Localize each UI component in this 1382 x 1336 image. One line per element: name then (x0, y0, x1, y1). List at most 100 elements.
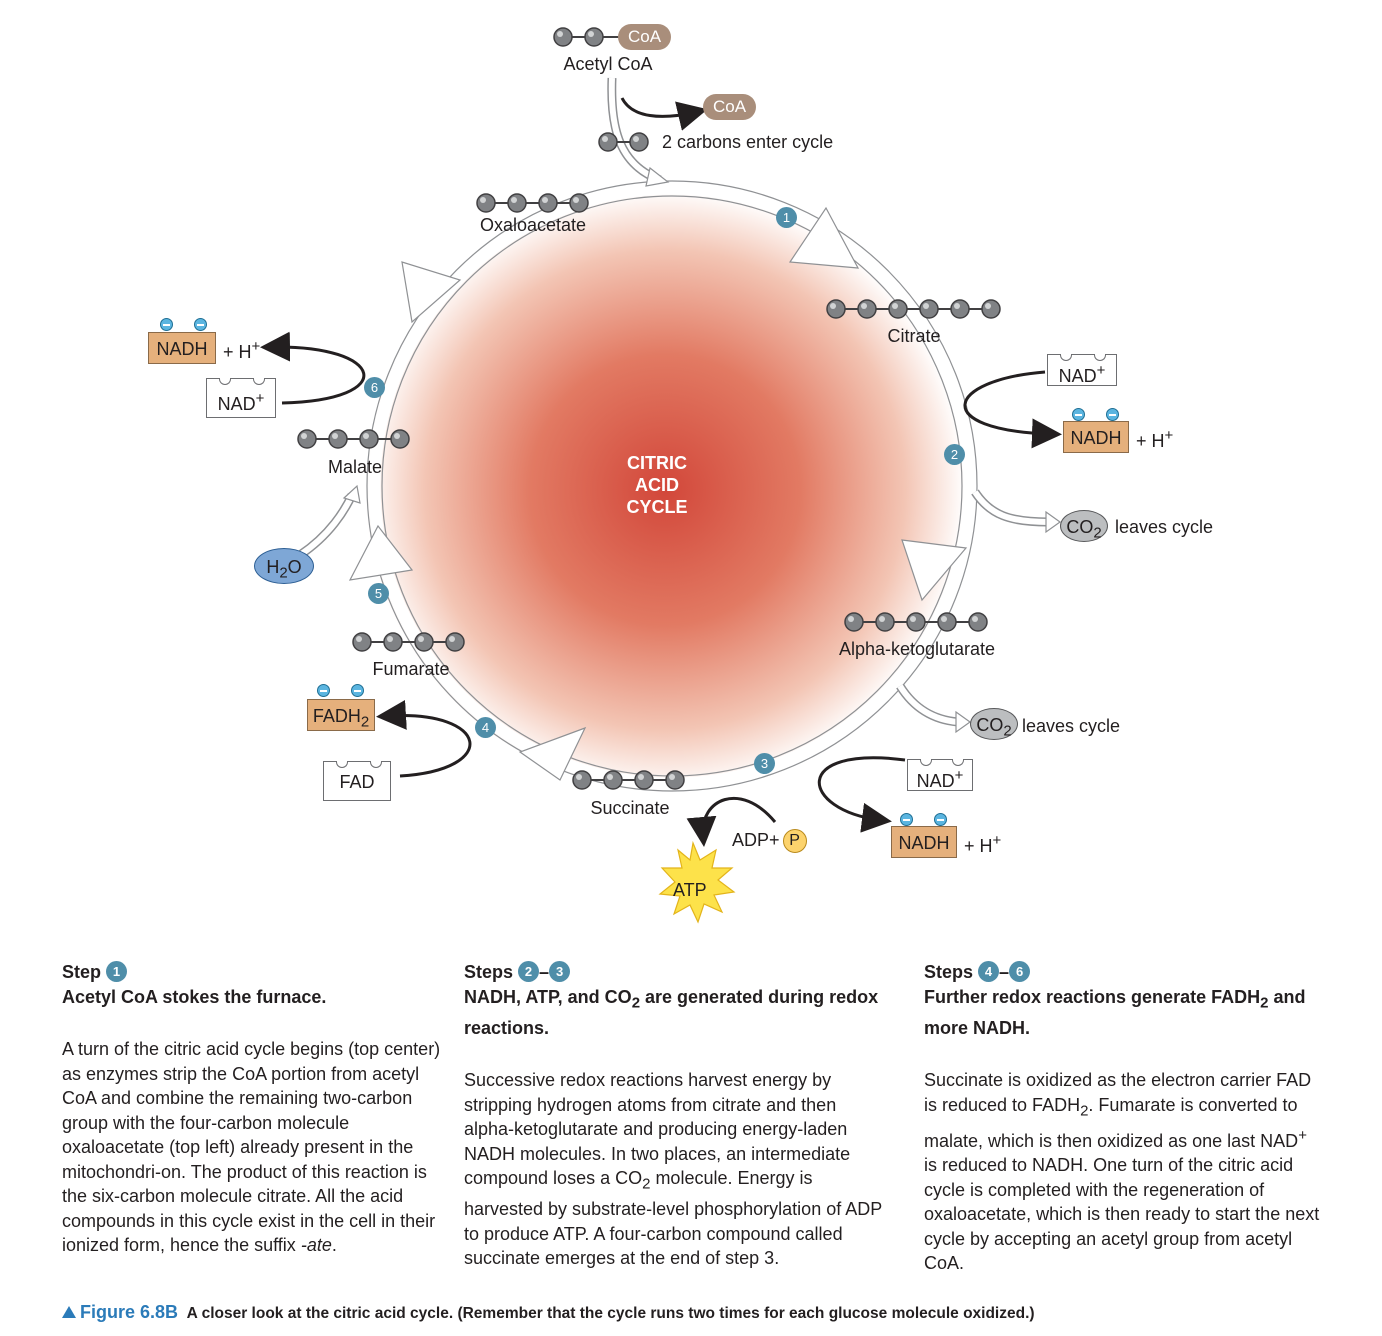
carbon-atom-highlight (892, 303, 898, 309)
carbon-atom-highlight (394, 433, 400, 439)
fad: FAD (323, 761, 391, 801)
carbon-atom-highlight (669, 774, 675, 780)
step-number-1: 1 (776, 207, 797, 228)
arrow-nad-to-nadh-step6 (260, 331, 366, 405)
caption-text: A closer look at the citric acid cycle. … (186, 1305, 1035, 1322)
center-title-line-3: CYCLE (626, 497, 688, 517)
ring-arrowheads (348, 206, 968, 781)
nadh-step2: NADH (1063, 421, 1129, 453)
carbon-atom-highlight (387, 636, 393, 642)
arrow-nad-to-nadh-step3 (817, 756, 906, 833)
carbon-atom (826, 299, 846, 319)
carbon-atom-highlight (301, 433, 307, 439)
fumarate-carbons (352, 632, 465, 652)
acetyl-coa-label: Acetyl CoA (563, 54, 653, 74)
steps-4-6-heading: Steps 4–6 (924, 960, 1324, 985)
co2-exit-arrows (896, 489, 1062, 734)
carbon-atom (383, 632, 403, 652)
two-carbons-entering (598, 132, 649, 152)
phosphate-icon: P (782, 829, 807, 853)
carbon-atom (569, 193, 589, 213)
carbon-atom-highlight (830, 303, 836, 309)
hplus-step3: + H+ (964, 832, 1002, 856)
step-heading-number: 4 (978, 960, 1000, 982)
carbon-atom (857, 299, 877, 319)
ring-arrow-step1 (788, 206, 860, 269)
step-1-title: Acetyl CoA stokes the furnace. (62, 986, 327, 1007)
steps-2-3-body: Successive redox reactions harvest energ… (464, 1070, 882, 1269)
carbon-atom (844, 612, 864, 632)
cycle-ring-outer (366, 180, 978, 792)
carbon-atom-highlight (848, 616, 854, 622)
steps-2-3-column: Steps 2–3 NADH, ATP, and CO2 are generat… (464, 960, 884, 1271)
carbon-atom (390, 429, 410, 449)
step-number-5: 5 (368, 583, 389, 604)
ring-arrow-step2 (901, 539, 968, 602)
step-heading-number: 2 (518, 960, 540, 982)
ring-arrow-step6 (401, 261, 462, 324)
carbon-atom-highlight (954, 303, 960, 309)
nad-plus-step6: NAD+ (206, 378, 276, 418)
carbon-atom-highlight (363, 433, 369, 439)
steps-2-3-heading: Steps 2–3 (464, 960, 884, 985)
step-1-column: Step 1 Acetyl CoA stokes the furnace. A … (62, 960, 442, 1258)
citrate-carbons (826, 299, 1001, 319)
electron-icon (1106, 408, 1119, 421)
carbon-atom-highlight (985, 303, 991, 309)
co2-leaves-label-2: leaves cycle (1022, 716, 1121, 736)
center-title-line-1: CITRIC (626, 453, 687, 473)
carbon-atom-highlight (602, 136, 608, 142)
atp-label: ATP (673, 880, 707, 900)
ring-arrow-step3 (518, 726, 587, 781)
carbon-atom (919, 299, 939, 319)
steps-4-6-title: Further redox reactions generate FADH2 a… (924, 986, 1306, 1038)
center-title-line-2: ACID (634, 475, 679, 495)
carbon-atom (968, 612, 988, 632)
carbon-atom-highlight (511, 197, 517, 203)
carbon-atom (476, 193, 496, 213)
step-number-6: 6 (364, 377, 385, 398)
carbon-atom-highlight (910, 616, 916, 622)
alpha-ketoglutarate-carbons (844, 612, 988, 632)
co2-molecule-2: CO2 (970, 708, 1018, 740)
step-1-heading: Step 1 (62, 960, 442, 985)
carbon-atom-highlight (557, 31, 563, 37)
steps-2-3-title: NADH, ATP, and CO2 are generated during … (464, 986, 879, 1038)
carbon-atom (665, 770, 685, 790)
ring-arrow-step5 (348, 524, 414, 581)
carbon-atom-highlight (588, 31, 594, 37)
carbon-atom-highlight (576, 774, 582, 780)
steps-4-6-body: Succinate is oxidized as the electron ca… (924, 1070, 1320, 1274)
step-heading-number: 6 (1009, 960, 1031, 982)
electron-icon (317, 684, 330, 697)
carbon-atom (634, 770, 654, 790)
electron-icon (1072, 408, 1085, 421)
carbon-atom (937, 612, 957, 632)
acetyl-coa-coa-pill: CoA (618, 24, 672, 50)
carbon-atom-highlight (356, 636, 362, 642)
carbons-enter-label: 2 carbons enter cycle (662, 132, 834, 152)
carbon-atom (950, 299, 970, 319)
carbon-atom (888, 299, 908, 319)
alpha-ketoglutarate-label: Alpha-ketoglutarate (838, 639, 996, 659)
electron-icon (194, 318, 207, 331)
co2-molecule-1: CO2 (1060, 510, 1108, 542)
carbon-atom (507, 193, 527, 213)
carbon-atom-highlight (861, 303, 867, 309)
carbon-atom-highlight (941, 616, 947, 622)
step-number-4: 4 (475, 717, 496, 738)
malate-carbons (297, 429, 410, 449)
arrow-nad-to-nadh-step2 (963, 370, 1062, 449)
fadh2: FADH2 (307, 699, 375, 731)
carbon-atom (572, 770, 592, 790)
figure-caption: Figure 6.8B A closer look at the citric … (62, 1302, 1035, 1323)
succinate-label: Succinate (590, 798, 670, 818)
electron-icon (351, 684, 364, 697)
nadh-step6: NADH (148, 332, 216, 364)
carbon-atom (297, 429, 317, 449)
succinate-carbons (572, 770, 685, 790)
adp-plus-p: ADP+ P (732, 829, 807, 853)
hplus-step2: + H+ (1136, 427, 1174, 451)
molecule-chains (297, 27, 1001, 790)
oxaloacetate-carbons (476, 193, 589, 213)
